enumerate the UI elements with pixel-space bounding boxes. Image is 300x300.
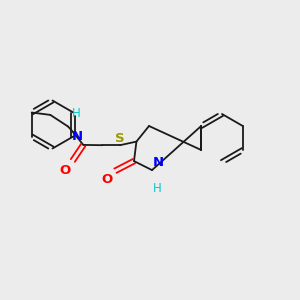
Text: H: H <box>153 182 161 195</box>
Text: S: S <box>115 132 125 145</box>
Text: O: O <box>102 173 113 186</box>
Text: N: N <box>72 130 83 143</box>
Text: O: O <box>59 164 70 177</box>
Text: H: H <box>72 107 81 120</box>
Text: N: N <box>153 156 164 169</box>
